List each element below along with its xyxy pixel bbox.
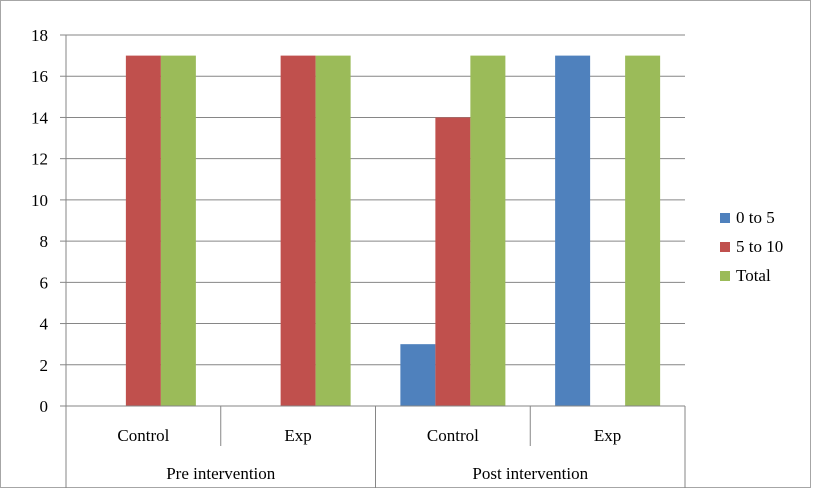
y-tick-label: 16 <box>31 67 48 86</box>
y-tick-label: 2 <box>40 356 49 375</box>
x-group-label: Post intervention <box>472 464 588 483</box>
bar <box>280 55 316 406</box>
legend-label-0-to-5: 0 to 5 <box>736 207 775 227</box>
x-category-label: Control <box>427 426 479 445</box>
legend-item-0-to-5: 0 to 5 <box>720 203 783 232</box>
legend-swatch-5-to-10 <box>720 241 730 252</box>
bar <box>555 55 591 406</box>
x-category-label: Control <box>117 426 169 445</box>
y-tick-label: 8 <box>40 232 49 251</box>
bar <box>400 344 436 406</box>
y-tick-label: 10 <box>31 191 48 210</box>
legend-item-total: Total <box>720 261 783 290</box>
y-tick-label: 12 <box>31 150 48 169</box>
bar <box>315 55 351 406</box>
x-group-label: Pre intervention <box>166 464 276 483</box>
bar <box>160 55 196 406</box>
legend-item-5-to-10: 5 to 10 <box>720 232 783 261</box>
bar <box>625 55 661 406</box>
y-tick-label: 4 <box>40 315 49 334</box>
x-category-label: Exp <box>284 426 311 445</box>
bar <box>470 55 506 406</box>
y-tick-label: 6 <box>40 273 49 292</box>
legend-swatch-0-to-5 <box>720 212 730 223</box>
bar <box>125 55 161 406</box>
y-tick-label: 18 <box>31 26 48 45</box>
legend: 0 to 5 5 to 10 Total <box>720 203 783 290</box>
y-tick-label: 14 <box>31 108 49 127</box>
legend-swatch-total <box>720 270 730 281</box>
bar <box>435 117 471 406</box>
y-tick-label: 0 <box>40 397 49 416</box>
legend-label-total: Total <box>736 265 771 285</box>
legend-label-5-to-10: 5 to 10 <box>736 236 784 256</box>
x-category-label: Exp <box>594 426 621 445</box>
